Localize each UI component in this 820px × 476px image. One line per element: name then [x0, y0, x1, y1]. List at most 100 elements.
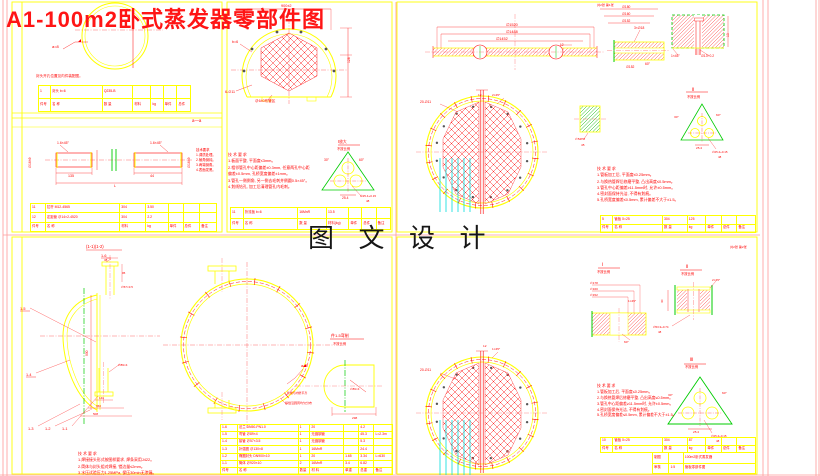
table-cell: 1-4: [221, 439, 238, 447]
table-cell: [344, 446, 360, 454]
note-line: 技 术 要 求: [228, 152, 247, 157]
dim-label: Ⅱ: [692, 87, 694, 92]
table-cell: kg: [687, 224, 707, 233]
dim-label: 1-1: [62, 427, 68, 431]
table-cell: 1-2: [221, 453, 238, 461]
bolt-circle-tick: [284, 392, 289, 399]
table-cell: 304: [120, 204, 147, 214]
dim-label: 不按比例: [685, 364, 699, 369]
note-line: 4.密封面保持光洁, 不得有划痕。: [597, 191, 653, 196]
table-cell: 11: [31, 204, 46, 214]
table-cell: 管板 δ=25: [613, 438, 663, 446]
dim-label: 管端与内壁平齐: [287, 390, 307, 395]
table-cell: 管板零部件图: [683, 463, 756, 474]
table-cell: 11: [231, 208, 244, 219]
note-line: 1.焊接接头形式按图样要求, 焊条采用J422。: [78, 457, 155, 463]
dim-label: a=8: [301, 364, 307, 368]
dim-label: (1-1)(1-2): [86, 244, 104, 249]
table-cell: 单件: [163, 99, 178, 112]
note-line: 3.管孔中心距偏差≥11.5mm时, 允许±0.5mm。: [597, 184, 676, 190]
table-cell: [344, 425, 360, 433]
dim-label: ∅180: [622, 5, 631, 9]
table-cell: [362, 208, 377, 219]
bolt-hole-dot: [442, 386, 446, 389]
bom-table-head: 1 封头 b=6 Q235-B 件号名 称数 量材料 kg 单件 总件: [38, 85, 191, 112]
table-cell: 总件: [183, 222, 201, 232]
table-cell: [721, 438, 738, 446]
bolt-circle-tick: [426, 161, 433, 164]
table-cell: 件号: [31, 222, 46, 232]
dim-label: ∅1520: [506, 23, 518, 27]
table-cell: 件号: [601, 445, 614, 453]
bolt-circle-tick: [443, 188, 448, 194]
bolt-circle-tick: [470, 357, 473, 364]
dim-label: ∅25.4+0.15: [712, 150, 728, 154]
bolt-hole-dot: [525, 402, 529, 406]
bolt-circle-tick: [516, 371, 521, 377]
table-cell: kg: [146, 222, 169, 232]
table-cell: 件号: [221, 467, 238, 475]
table-cell: 管板 δ=25: [613, 216, 663, 225]
table-cell: 名 称: [51, 99, 103, 112]
dim-label: 40: [660, 299, 664, 303]
bolt-circle-tick: [179, 336, 187, 339]
dim-label: ∅57×3.5: [121, 285, 133, 289]
table-cell: [183, 204, 201, 214]
note-line: 4.划线钻孔, 加工后清理管孔内毛刺。: [228, 184, 292, 190]
table-cell: 数 量: [663, 224, 688, 233]
table-cell: 名 称: [45, 222, 121, 232]
dim-label: 不按比例: [687, 94, 701, 99]
table-cell: 无缝钢管: [310, 439, 345, 447]
dim-label: 焊缝沿圆周均匀分布: [285, 400, 312, 405]
table-cell: 数 量: [298, 219, 327, 230]
note-line: 5.孔桥宽度偏差≤0.5mm, 累计偏差不大于±1.5。: [597, 197, 679, 203]
dim-label: Ⅰ: [602, 262, 603, 267]
sheet-5-tubesheet-bottom: Ⅰ 不按比例 Ⅱ 不按比例 Ⅲ 不按比例 ∅178 ∅160 ∅152 1×45° 60° 2×45°…: [416, 244, 747, 475]
bolt-hole-dot: [525, 420, 529, 424]
dim-label: 3×∅18: [634, 26, 644, 30]
table-cell: 12: [31, 213, 46, 223]
bolt-circle-tick: [299, 374, 306, 379]
bolt-circle-tick: [253, 277, 256, 285]
table-cell: 件号: [601, 224, 614, 233]
bolt-circle-tick: [263, 403, 266, 411]
note-line: 4.表面发黑。: [196, 168, 216, 173]
table-cell: 16MnR: [310, 446, 345, 454]
bolt-circle-tick: [457, 197, 462, 204]
table-cell: 备注: [376, 219, 391, 230]
table-cell: 折流板 b=6: [243, 208, 299, 219]
dim-label: ∅1488: [506, 30, 518, 34]
dim-label: ∅640布管区: [255, 98, 276, 103]
dim-label: ∅25.4+0.15: [711, 434, 727, 438]
dim-label: Ⅲ: [690, 357, 693, 362]
note-line: 2.筒体与封头组对焊接, 错边量≤2mm。: [78, 463, 145, 469]
table-cell: [374, 460, 393, 468]
bolt-circle-tick: [426, 422, 433, 425]
table-cell: 接管 ∅57×3.5: [237, 439, 299, 447]
note-line: 技 术 要 求: [597, 166, 616, 171]
bolt-circle-tick: [531, 401, 538, 404]
note-line: 技 术 要 求: [78, 451, 97, 456]
dim-label: 1×45°: [628, 299, 637, 303]
table-cell: 材料(kg): [327, 219, 350, 230]
table-cell: 3.50: [146, 204, 169, 214]
bolt-circle-tick: [518, 447, 524, 452]
dim-label: 不按比例: [681, 271, 695, 276]
dim-label: ∅152: [622, 19, 631, 23]
dim-label: 30°: [324, 158, 330, 162]
table-cell: [177, 86, 191, 99]
table-cell: 材料: [133, 99, 152, 112]
bom-table-tubesheet-bottom: 10 管板 δ=25 304 87 件号名 称数 量 kg 单件 总件 备注: [600, 437, 756, 453]
dim-label: 6-∅11: [225, 90, 235, 94]
note-line: 技术要求: [196, 148, 210, 152]
title-block: 制图 100m2卧式蒸发器 审核 1:5 管板零部件图: [652, 452, 756, 474]
table-cell: 弯管 ∅89×4: [237, 432, 299, 440]
dim-label: ∅1452: [496, 37, 508, 41]
dim-label: ∅16h9: [28, 157, 32, 168]
bolt-circle-tick: [502, 361, 507, 368]
table-cell: 总件: [362, 219, 377, 230]
table-cell: 100m2卧式蒸发器: [683, 453, 756, 464]
table-cell: [374, 439, 393, 447]
